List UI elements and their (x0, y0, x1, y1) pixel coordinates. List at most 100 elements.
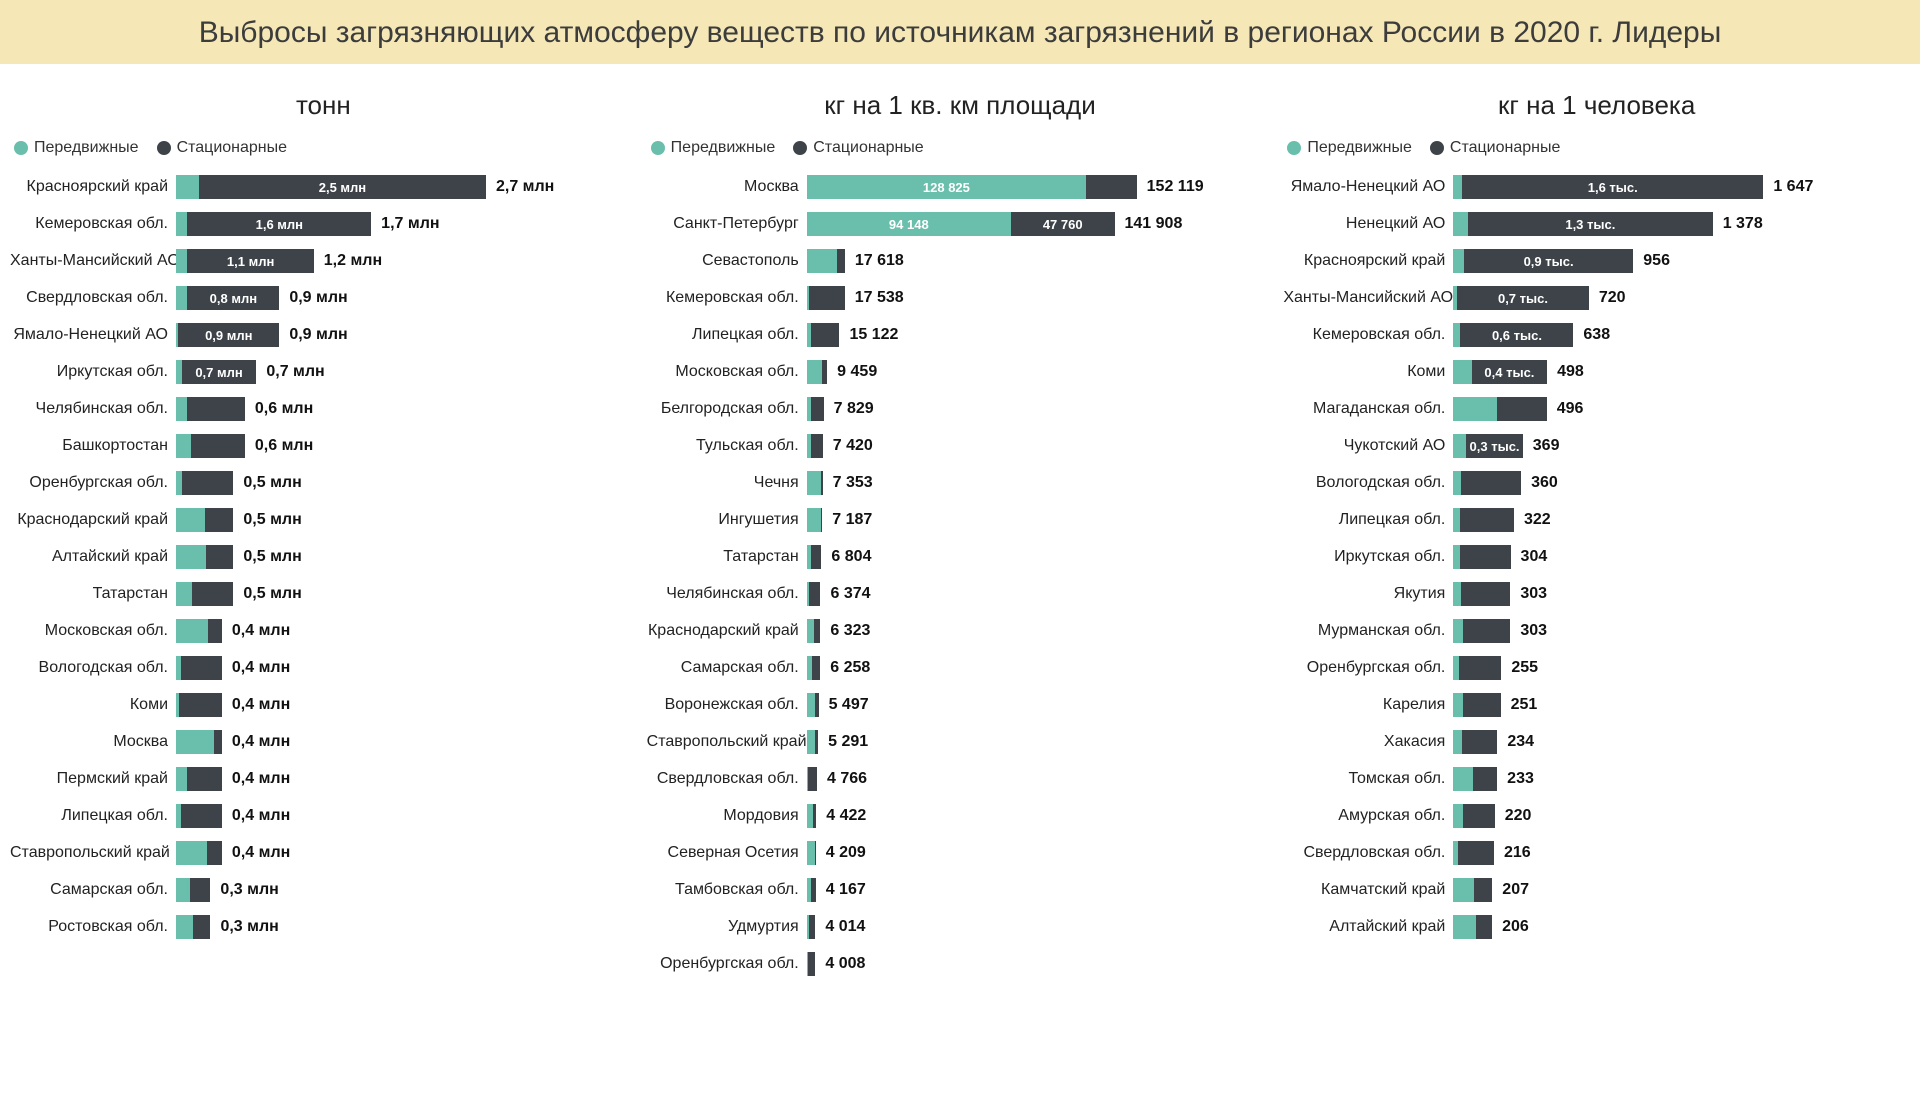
row-label: Ставропольский край (647, 733, 807, 751)
bar-segment-mobile (176, 508, 205, 532)
row-total: 0,6 млн (245, 400, 313, 418)
bar-row: Краснодарский край0,5 млн (10, 508, 637, 532)
bar-row: Чукотский АО0,3 тыс.369 (1283, 434, 1910, 458)
row-total: 303 (1510, 585, 1547, 603)
bar-segment-stationary (811, 323, 840, 347)
bar-row: Москва0,4 млн (10, 730, 637, 754)
row-label: Башкортостан (10, 437, 176, 455)
bar-segment-mobile (807, 619, 814, 643)
bar-wrap (1453, 545, 1510, 569)
row-label: Липецкая обл. (1283, 511, 1453, 529)
bar-segment-stationary (811, 545, 821, 569)
row-total: 4 422 (816, 807, 866, 825)
bar-wrap (176, 804, 222, 828)
bar-row: Татарстан0,5 млн (10, 582, 637, 606)
bar-segment-stationary (1460, 545, 1511, 569)
bar-wrap: 0,7 тыс. (1453, 286, 1589, 310)
row-total: 1,7 млн (371, 215, 439, 233)
bar-row: Оренбургская обл.255 (1283, 656, 1910, 680)
bar-stationary-inner-label: 0,4 тыс. (1484, 365, 1534, 380)
bar-segment-stationary (187, 767, 221, 791)
row-label: Алтайский край (1283, 918, 1453, 936)
bar-segment-mobile (807, 471, 821, 495)
bar-segment-stationary (208, 619, 222, 643)
row-label: Самарская обл. (647, 659, 807, 677)
bar-wrap (176, 619, 222, 643)
bar-row: Красноярский край2,5 млн2,7 млн (10, 175, 637, 199)
bar-wrap: 128 825 (807, 175, 1137, 199)
panels-container: тоннПередвижныеСтационарныеКрасноярский … (0, 64, 1920, 996)
row-label: Магаданская обл. (1283, 400, 1453, 418)
row-total: 6 804 (821, 548, 871, 566)
bar-segment-mobile (176, 619, 208, 643)
row-total: 9 459 (827, 363, 877, 381)
bar-segment-mobile (176, 841, 207, 865)
legend: Передвижные Стационарные (647, 139, 1274, 157)
bar-segment-stationary: 1,6 млн (187, 212, 371, 236)
row-total: 1 647 (1763, 178, 1813, 196)
bar-wrap (807, 508, 823, 532)
row-total: 0,5 млн (233, 511, 301, 529)
chart-rows: Красноярский край2,5 млн2,7 млнКемеровск… (10, 175, 637, 939)
bar-segment-stationary (837, 249, 845, 273)
bar-mobile-inner-label: 94 148 (889, 217, 929, 232)
row-label: Кемеровская обл. (1283, 326, 1453, 344)
bar-row: Липецкая обл.15 122 (647, 323, 1274, 347)
bar-wrap: 0,8 млн (176, 286, 279, 310)
row-label: Ростовская обл. (10, 918, 176, 936)
row-label: Московская обл. (10, 622, 176, 640)
bar-row: Воронежская обл.5 497 (647, 693, 1274, 717)
legend-mobile-label: Передвижные (671, 139, 776, 157)
bar-segment-stationary (1463, 619, 1510, 643)
row-label: Коми (10, 696, 176, 714)
legend-stationary-label: Стационарные (813, 139, 923, 157)
swatch-stationary (793, 141, 807, 155)
bar-row: Татарстан6 804 (647, 545, 1274, 569)
bar-wrap (1453, 693, 1500, 717)
row-total: 4 167 (816, 881, 866, 899)
row-label: Липецкая обл. (647, 326, 807, 344)
bar-segment-stationary (206, 545, 234, 569)
row-label: Московская обл. (647, 363, 807, 381)
row-total: 498 (1547, 363, 1584, 381)
row-total: 152 119 (1137, 178, 1204, 196)
bar-wrap: 1,6 тыс. (1453, 175, 1763, 199)
bar-wrap (1453, 471, 1521, 495)
row-total: 0,3 млн (210, 881, 278, 899)
bar-wrap (1453, 878, 1492, 902)
bar-wrap (176, 397, 245, 421)
row-total: 0,5 млн (233, 585, 301, 603)
row-label: Мордовия (647, 807, 807, 825)
legend-stationary-label: Стационарные (1450, 139, 1560, 157)
bar-wrap (176, 915, 210, 939)
swatch-stationary (157, 141, 171, 155)
row-label: Тамбовская обл. (647, 881, 807, 899)
legend-mobile: Передвижные (1287, 139, 1412, 157)
row-total: 956 (1633, 252, 1670, 270)
bar-wrap: 1,6 млн (176, 212, 371, 236)
bar-segment-mobile (176, 730, 214, 754)
bar-mobile-inner-label: 128 825 (923, 180, 970, 195)
bar-wrap: 0,6 тыс. (1453, 323, 1573, 347)
bar-segment-stationary (1460, 508, 1514, 532)
bar-segment-stationary (182, 471, 234, 495)
bar-row: Севастополь17 618 (647, 249, 1274, 273)
swatch-mobile (651, 141, 665, 155)
bar-segment-stationary (192, 582, 233, 606)
bar-segment-mobile (1453, 508, 1460, 532)
bar-wrap: 1,1 млн (176, 249, 314, 273)
bar-row: Ямало-Ненецкий АО1,6 тыс.1 647 (1283, 175, 1910, 199)
bar-wrap (807, 841, 816, 865)
bar-segment-mobile (1453, 360, 1471, 384)
bar-segment-mobile (176, 249, 187, 273)
bar-row: Вологодская обл.360 (1283, 471, 1910, 495)
bar-row: Липецкая обл.0,4 млн (10, 804, 637, 828)
row-total: 255 (1501, 659, 1538, 677)
bar-wrap (807, 878, 816, 902)
bar-row: Кемеровская обл.17 538 (647, 286, 1274, 310)
bar-stationary-inner-label: 1,6 тыс. (1588, 180, 1638, 195)
bar-segment-stationary (1459, 656, 1501, 680)
row-total: 6 258 (820, 659, 870, 677)
row-total: 5 497 (819, 696, 869, 714)
bar-segment-stationary: 1,6 тыс. (1462, 175, 1763, 199)
